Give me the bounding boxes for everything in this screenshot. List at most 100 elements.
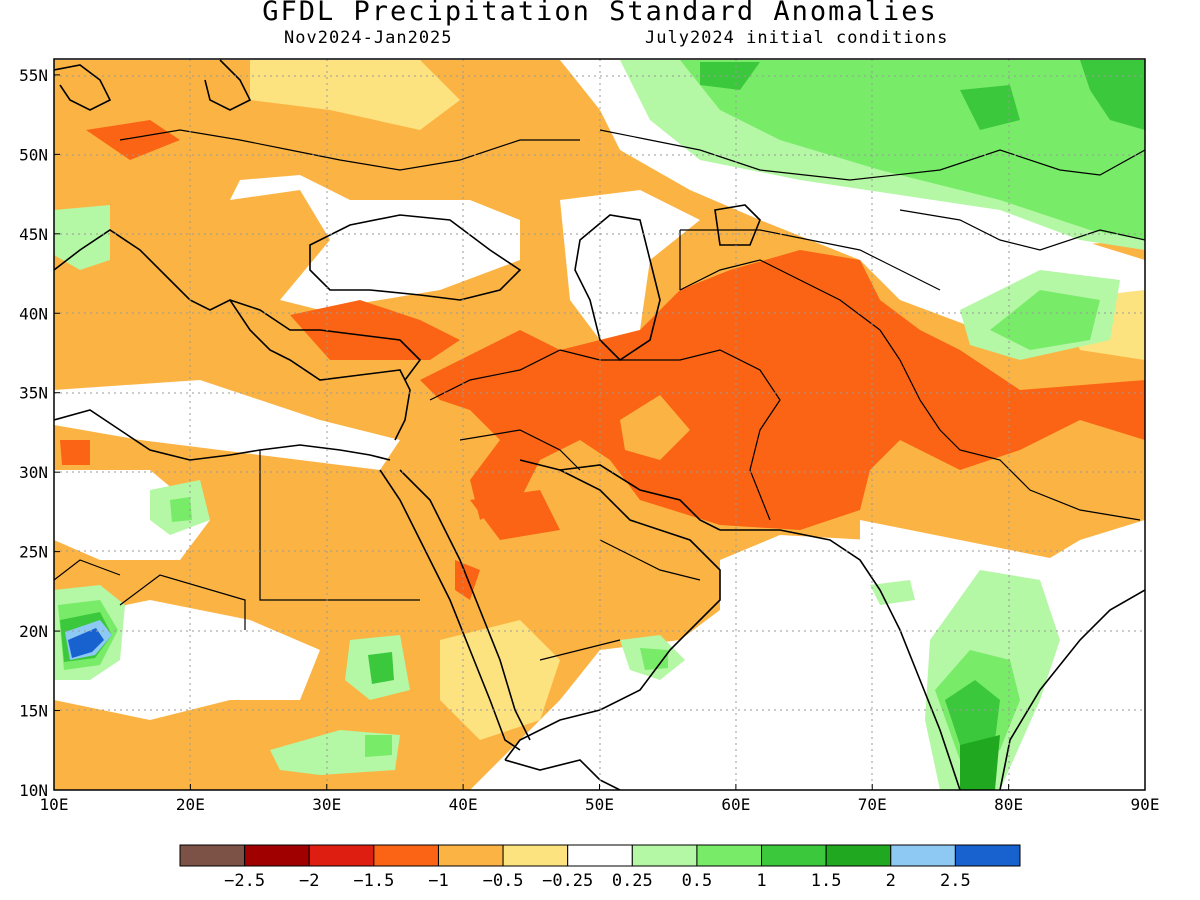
colorbar-label: −0.25 <box>542 871 593 891</box>
x-tick-label: 70E <box>858 795 887 814</box>
colorbar-swatch <box>502 844 569 867</box>
y-tick-label: 55N <box>19 66 48 85</box>
y-tick-label: 25N <box>19 543 48 562</box>
coastline <box>399 469 531 741</box>
coastline <box>309 214 522 301</box>
colorbar-swatch <box>761 844 827 867</box>
x-tick-label: 40E <box>449 795 478 814</box>
border <box>539 639 621 661</box>
border <box>119 574 246 630</box>
anomaly-area-green <box>365 735 392 757</box>
x-tick-label: 30E <box>312 795 341 814</box>
coastline <box>379 469 521 751</box>
x-tick-label: 20E <box>176 795 205 814</box>
colorbar-swatch <box>696 844 763 867</box>
colorbar-label: 0.25 <box>612 871 653 891</box>
anomaly-area-pale-yellow <box>250 60 460 130</box>
colorbar-swatch <box>954 844 1021 867</box>
anomaly-area-neutral <box>230 175 520 310</box>
y-tick-label: 30N <box>19 463 48 482</box>
x-tick-label: 90E <box>1131 795 1160 814</box>
colorbar-label: −0.5 <box>483 871 524 891</box>
colorbar-label: −1 <box>428 871 448 891</box>
x-tick-label: 60E <box>721 795 750 814</box>
colorbar-swatch <box>244 844 310 867</box>
colorbar-label: 2.5 <box>940 871 971 891</box>
anomaly-area-neutral <box>540 560 950 790</box>
colorbar-label: 0.5 <box>682 871 713 891</box>
border <box>259 450 420 601</box>
coastline <box>999 589 1145 790</box>
x-tick-label: 80E <box>994 795 1023 814</box>
coastline <box>54 229 411 441</box>
y-tick-label: 20N <box>19 622 48 641</box>
anomaly-area-green <box>990 290 1100 350</box>
anomaly-area-medium-green <box>960 735 1000 790</box>
coastline <box>54 64 112 111</box>
chart-title: GFDL Precipitation Standard Anomalies <box>262 0 938 27</box>
colorbar-swatch <box>631 844 698 867</box>
anomaly-area-dark-green <box>1080 60 1145 130</box>
coastline <box>720 529 961 790</box>
anomaly-area-dark-green <box>700 62 760 90</box>
initial-conditions: July2024 initial conditions <box>645 28 949 48</box>
y-axis: 55N 50N 45N 40N 35N 30N 25N 20N 15N 10N <box>19 66 60 800</box>
anomaly-area-dark-green <box>368 652 394 684</box>
anomaly-area-green <box>170 497 192 522</box>
coastline <box>204 59 252 111</box>
colorbar-label: −2 <box>299 871 319 891</box>
y-tick-label: 50N <box>19 145 48 164</box>
colorbar-swatch <box>437 844 504 867</box>
anomaly-area-orange <box>470 490 560 540</box>
coastline <box>54 409 391 461</box>
anomaly-area-orange <box>86 120 180 160</box>
anomaly-area-light-green <box>54 205 110 270</box>
border <box>899 209 1145 251</box>
border <box>54 559 121 581</box>
border <box>119 129 580 171</box>
colorbar-swatch <box>308 844 375 867</box>
country-borders <box>54 129 1145 661</box>
colorbar-swatch <box>890 844 956 867</box>
gridlines <box>54 59 1145 790</box>
border <box>680 229 941 291</box>
colorbar-swatch <box>179 844 246 867</box>
coastlines <box>54 59 1145 790</box>
colorbar-label: 2 <box>886 871 896 891</box>
colorbar-swatch <box>567 844 633 867</box>
border <box>459 429 581 471</box>
anomaly-area-neutral <box>54 380 400 470</box>
y-tick-label: 35N <box>19 384 48 403</box>
y-tick-label: 45N <box>19 225 48 244</box>
border <box>599 129 1145 181</box>
colorbar-label: −1.5 <box>353 871 394 891</box>
coastline <box>504 759 621 790</box>
anomaly-area-green <box>680 60 1145 240</box>
x-axis: 10E 20E 30E 40E 50E 60E 70E 80E 90E <box>40 784 1160 814</box>
anomaly-area-blue <box>68 628 104 658</box>
anomaly-area-dark-green <box>960 85 1020 130</box>
anomaly-area-green <box>640 648 668 670</box>
coastline <box>559 464 721 531</box>
border <box>559 349 781 521</box>
coastline <box>504 459 721 761</box>
anomaly-area-orange <box>60 440 90 465</box>
anomaly-area-orange <box>420 250 1145 530</box>
x-tick-label: 10E <box>40 795 69 814</box>
anomaly-area-orange <box>290 300 460 360</box>
colorbar: −2.5 −2 −1.5 −1 −0.5 −0.25 0.25 0.5 1 1.5 2 2.5 <box>179 844 1021 891</box>
coastline <box>714 204 761 246</box>
coastline <box>574 214 661 362</box>
border <box>879 329 1141 521</box>
border <box>429 349 561 401</box>
colorbar-label: −2.5 <box>224 871 265 891</box>
anomaly-area-dark-green <box>945 680 1000 745</box>
anomaly-area-light-orange <box>620 395 690 460</box>
colorbar-label: 1 <box>756 871 766 891</box>
y-tick-label: 15N <box>19 702 48 721</box>
y-tick-label: 10N <box>19 781 48 800</box>
y-tick-label: 40N <box>19 304 48 323</box>
x-tick-label: 50E <box>585 795 614 814</box>
border <box>599 539 701 581</box>
